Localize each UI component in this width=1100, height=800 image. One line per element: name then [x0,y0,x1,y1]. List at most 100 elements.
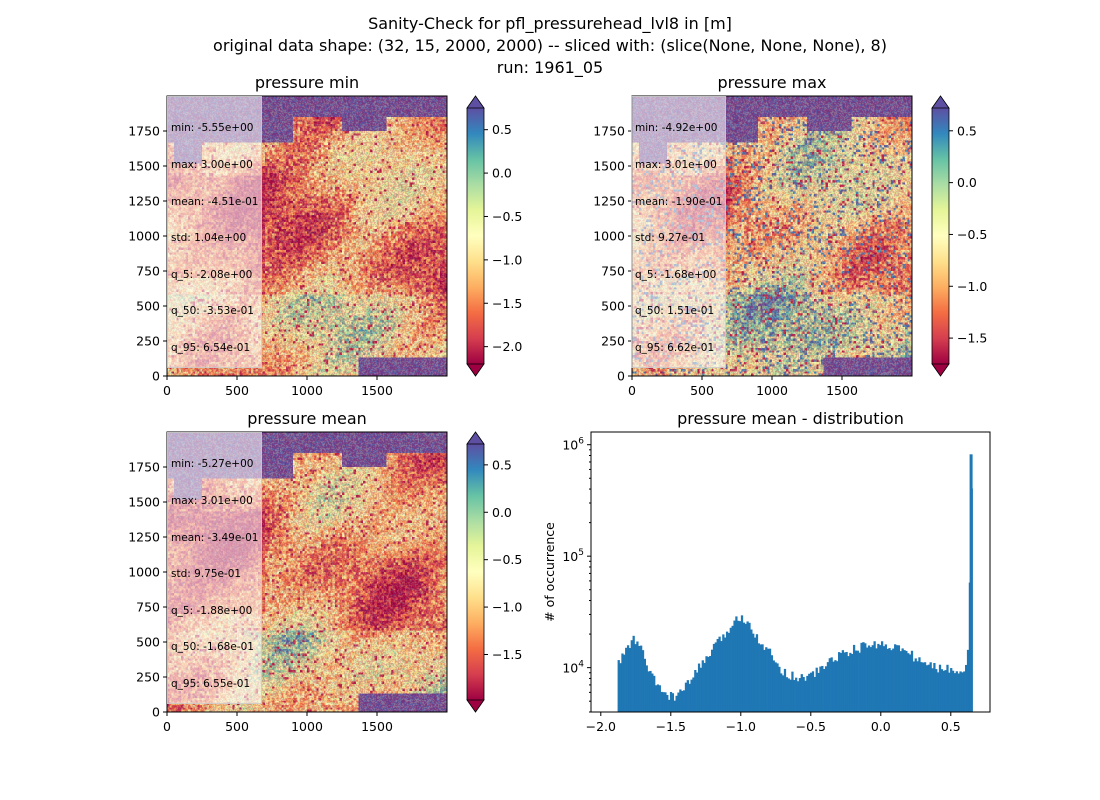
histogram-bar [901,648,904,712]
histogram-bar [804,680,807,712]
histogram-bar [938,664,942,712]
histogram-bar [710,649,714,712]
y-tick-label: 750 [136,600,160,615]
histogram-bar [735,616,738,712]
histogram-bar [811,671,815,712]
histogram-bar [752,633,755,712]
colorbar-tick-label: 0.5 [957,123,977,138]
stats-box-pressure-max: min: -4.92e+00 max: 3.01e+00 mean: -1.90… [631,96,727,369]
histogram-bar [795,677,798,712]
colorbar-tick-label: 0.5 [492,457,512,472]
histogram-bar [770,655,774,712]
histogram-bar [634,644,637,712]
histogram-bar [643,658,647,712]
histogram-bar [765,647,768,712]
histogram-bar [709,655,712,712]
colorbar-tick-label: −1.0 [957,279,987,294]
colorbar-tick-label: 0.0 [492,505,512,520]
histogram-bar [815,667,818,712]
histogram-bar [965,664,968,712]
histogram-bar [722,634,725,712]
histogram-bar [677,692,680,712]
x-tick-label: −0.5 [796,719,826,734]
histogram-bar [768,648,772,712]
histogram-bar [761,644,764,712]
histogram-bar [690,679,693,712]
histogram-bar [931,668,934,712]
histogram-bar [826,662,830,712]
histogram-bar [653,675,656,712]
histogram-bar [894,644,897,712]
histogram-bar [838,652,841,712]
histogram-bar [750,629,753,712]
histogram-bar [948,672,951,712]
histogram-bar [908,654,912,712]
y-tick-label: 1750 [593,124,625,139]
histogram-bar [866,647,869,712]
histogram-bar [860,642,863,712]
histogram-bar [802,677,805,712]
stats-box-pressure-mean: min: -5.27e+00 max: 3.01e+00 mean: -3.49… [167,432,263,705]
histogram-bar [793,680,796,712]
histogram-bar [675,695,678,712]
histogram-bar [959,671,962,712]
histogram-bar [658,685,661,712]
histogram-bar [724,637,727,712]
histogram-bar [880,641,884,712]
histogram-bar [774,662,777,712]
histogram-bar [914,658,917,712]
histogram-bars [617,488,973,712]
colorbar-tick-label: −0.5 [492,209,522,224]
histogram-bar [641,650,645,712]
colorbar-extend-top [931,95,950,109]
histogram-bar [910,650,914,712]
histogram-bar [688,683,691,712]
colorbar-extend-top [466,431,485,445]
histogram-bar [918,657,921,712]
x-tick-label: 1500 [826,383,858,398]
x-tick-label: 500 [690,383,714,398]
x-tick-label: −2.0 [586,719,616,734]
colorbar-tick-label: −0.5 [957,227,987,242]
histogram-bar [699,667,703,712]
histogram-bar [843,652,846,712]
y-tick-label: 500 [136,635,160,650]
histogram-bar [841,650,845,712]
histogram-bar [712,643,716,712]
y-tick-label: 1250 [593,194,625,209]
y-tick-label: 105 [562,548,584,564]
histogram-bar [703,662,706,712]
stat-line: q_5: -1.68e+00 [635,268,717,281]
x-tick-label: 0.0 [871,719,891,734]
histogram-bar [664,692,667,712]
histogram-bar [798,678,802,712]
histogram-bar [701,660,704,712]
histogram-bar [920,662,923,712]
colorbar-tick-label: −1.0 [492,252,522,267]
histogram-bar [912,661,915,712]
panel-title: pressure mean - distribution [677,409,904,428]
x-tick-label: 1500 [361,719,393,734]
histogram-bar [789,679,792,712]
histogram-bar [796,681,800,712]
histogram-bar [746,621,749,712]
stat-line: q_5: -2.08e+00 [171,268,253,281]
x-tick-label: 0 [628,383,636,398]
histogram-bar [877,643,880,712]
histogram-bar [824,666,828,712]
histogram-bar [686,680,689,712]
histogram-bar [946,664,949,712]
histogram-bar [729,627,732,712]
histogram-bar [707,656,710,712]
histogram-bar [884,644,887,712]
histogram-bar [895,645,899,712]
histogram-bar [660,691,663,712]
histogram-bar [632,635,635,712]
stat-line: max: 3.01e+00 [635,159,717,172]
y-tick-label: 1000 [128,565,160,580]
histogram-bar [817,672,820,712]
histogram-bar [649,670,652,712]
histogram-bar [669,691,673,712]
histogram-bar [640,645,643,712]
histogram-bar [867,645,871,712]
